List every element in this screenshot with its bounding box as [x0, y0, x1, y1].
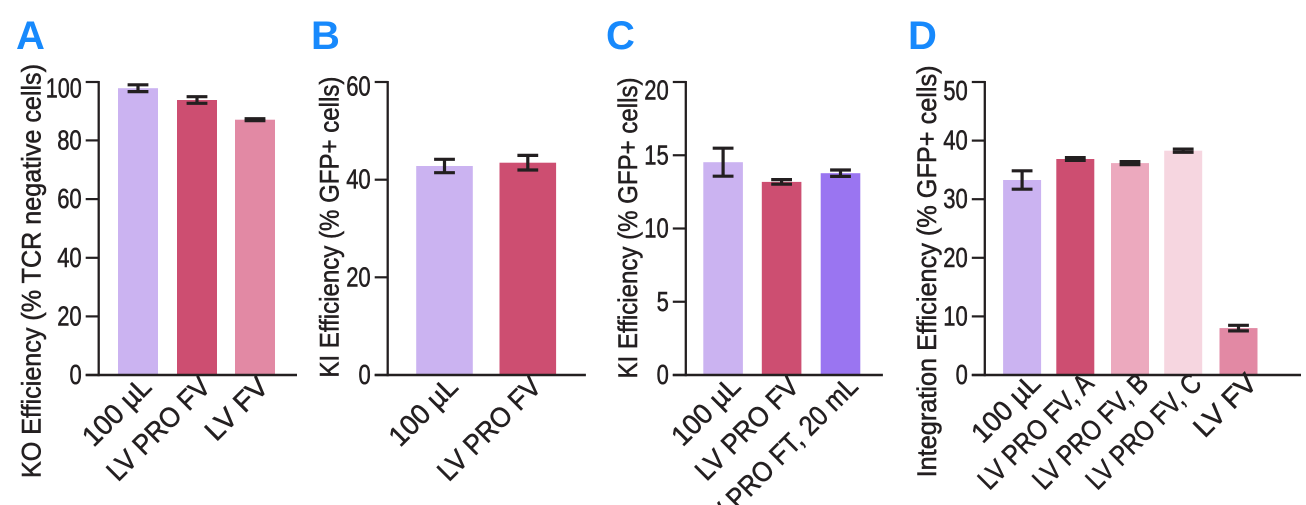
- svg-text:5: 5: [657, 286, 669, 317]
- svg-text:20: 20: [346, 261, 371, 292]
- svg-text:80: 80: [57, 124, 82, 155]
- svg-text:50: 50: [943, 75, 968, 106]
- svg-text:10: 10: [644, 213, 669, 244]
- svg-text:0: 0: [359, 359, 371, 390]
- svg-text:C: C: [606, 14, 635, 58]
- svg-text:KI Efficiency (% GFP+ cells): KI Efficiency (% GFP+ cells): [315, 77, 345, 378]
- svg-text:40: 40: [943, 125, 968, 156]
- svg-text:15: 15: [644, 139, 669, 170]
- svg-text:KO Efficiency (% TCR negative: KO Efficiency (% TCR negative cells): [17, 64, 47, 478]
- svg-text:40: 40: [57, 242, 82, 273]
- svg-text:0: 0: [657, 359, 669, 390]
- svg-text:KI Efficiency (% GFP+ cells): KI Efficiency (% GFP+ cells): [613, 78, 643, 379]
- svg-text:100: 100: [46, 73, 82, 104]
- svg-text:20: 20: [57, 300, 82, 331]
- svg-text:100 µL: 100 µL: [382, 371, 463, 452]
- svg-text:20: 20: [943, 242, 968, 273]
- svg-text:LV FV: LV FV: [1187, 367, 1263, 443]
- svg-text:D: D: [908, 14, 937, 58]
- svg-text:60: 60: [346, 71, 371, 102]
- svg-text:LV FV: LV FV: [199, 371, 275, 447]
- svg-text:B: B: [311, 14, 340, 58]
- svg-text:A: A: [16, 14, 45, 58]
- svg-text:Integration Efficiency (% GFP+: Integration Efficiency (% GFP+ cells): [912, 65, 942, 477]
- svg-text:20: 20: [644, 75, 669, 106]
- svg-text:40: 40: [346, 164, 371, 195]
- svg-text:30: 30: [943, 183, 968, 214]
- svg-text:0: 0: [956, 359, 968, 390]
- svg-text:10: 10: [943, 300, 968, 331]
- svg-text:60: 60: [57, 183, 82, 214]
- svg-text:0: 0: [70, 359, 82, 390]
